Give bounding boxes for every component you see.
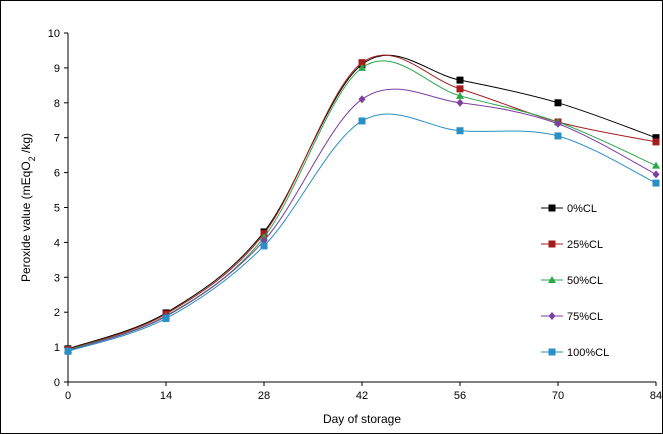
legend-item: 25%CL [541, 239, 603, 251]
legend-swatch-marker [548, 312, 556, 320]
series-100%CL [64, 113, 660, 355]
legend-swatch-marker [548, 204, 556, 212]
x-tick-label: 0 [65, 390, 71, 402]
data-point [652, 161, 660, 169]
y-tick-label: 2 [54, 307, 60, 319]
legend-item: 0%CL [541, 203, 597, 215]
y-tick-label: 5 [54, 203, 60, 215]
data-point [358, 59, 366, 67]
y-tick-label: 6 [54, 168, 60, 180]
legend-label: 100%CL [567, 347, 609, 359]
legend-label: 50%CL [567, 275, 603, 287]
series-layer [64, 54, 660, 355]
data-point [652, 138, 660, 146]
data-point [260, 242, 268, 250]
y-tick-label: 4 [54, 237, 60, 249]
y-axis-title: Peroxide value (mEqO2 /kg) [19, 133, 37, 282]
y-tick-label: 3 [54, 272, 60, 284]
y-tick-label: 8 [54, 98, 60, 110]
y-axis-title-main: Peroxide value (mEqO [19, 161, 33, 282]
data-point [456, 76, 464, 84]
data-point [456, 85, 464, 93]
y-tick-label: 9 [54, 63, 60, 75]
legend-item: 50%CL [541, 275, 603, 287]
data-point [456, 98, 464, 107]
legend-swatch-marker [548, 348, 556, 356]
y-tick-label: 1 [54, 342, 60, 354]
data-point [652, 179, 660, 187]
data-point [456, 91, 464, 99]
legend-label: 0%CL [567, 203, 597, 215]
x-tick-label: 14 [160, 390, 172, 402]
data-point [554, 132, 562, 140]
x-tick-label: 84 [650, 390, 662, 402]
y-tick-label: 7 [54, 133, 60, 145]
data-point [554, 119, 562, 128]
x-tick-label: 42 [356, 390, 368, 402]
data-point [652, 170, 660, 179]
data-point [456, 127, 464, 135]
x-axis-title: Day of storage [323, 412, 401, 426]
data-point [162, 314, 170, 322]
data-point [554, 99, 562, 107]
legend-item: 75%CL [541, 311, 603, 323]
legend-label: 25%CL [567, 239, 603, 251]
y-axis-title-tail: /kg) [19, 133, 33, 156]
data-point [358, 95, 366, 104]
legend: 0%CL 25%CL 50%CL 75%CL 100%CL [541, 203, 609, 359]
y-tick-label: 10 [48, 28, 60, 40]
y-axis-title-subscript: 2 [27, 156, 37, 161]
legend-label: 75%CL [567, 311, 603, 323]
legend-swatch-marker [548, 276, 556, 283]
x-tick-label: 28 [258, 390, 270, 402]
data-point [358, 63, 366, 71]
x-tick-label: 70 [552, 390, 564, 402]
legend-swatch-marker [548, 240, 556, 248]
x-tick-label: 56 [454, 390, 466, 402]
data-point [358, 117, 366, 125]
data-point [652, 134, 660, 142]
data-point [64, 347, 72, 355]
legend-item: 100%CL [541, 347, 609, 359]
y-tick-label: 0 [54, 377, 60, 389]
